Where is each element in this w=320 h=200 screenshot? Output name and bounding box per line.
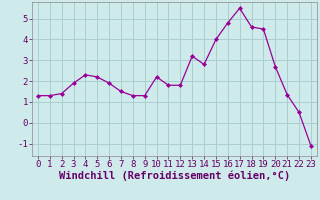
X-axis label: Windchill (Refroidissement éolien,°C): Windchill (Refroidissement éolien,°C) (59, 171, 290, 181)
